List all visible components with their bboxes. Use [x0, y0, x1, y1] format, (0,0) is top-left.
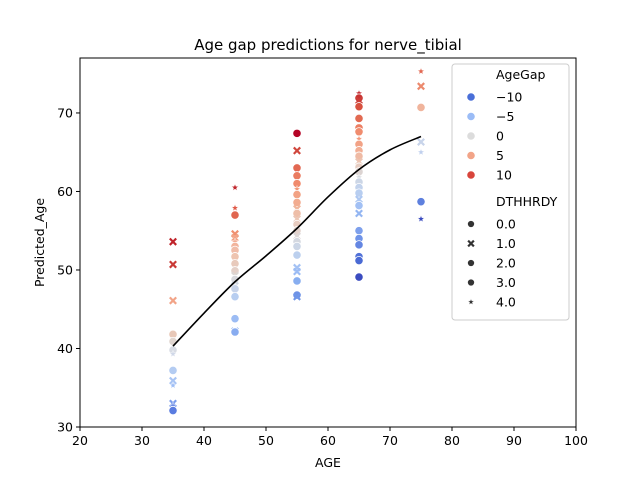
legend-style-marker — [467, 298, 475, 306]
legend-style-items: 0.0 1.0 2.0 3.0 4.0 — [467, 217, 516, 310]
data-point — [169, 349, 177, 358]
x-tick-label: 20 — [72, 433, 88, 448]
data-point — [355, 195, 363, 204]
data-point — [417, 82, 425, 91]
x-axis-ticks: 20 30 40 50 60 70 80 90 100 — [72, 427, 588, 448]
data-point — [354, 240, 364, 250]
y-tick-label: 40 — [57, 341, 73, 356]
x-tick-label: 40 — [196, 433, 212, 448]
data-point — [417, 67, 425, 75]
legend-hue-marker — [466, 92, 476, 102]
y-tick-label: 30 — [57, 420, 73, 435]
legend-style-label: 1.0 — [496, 236, 516, 251]
y-tick-label: 70 — [57, 105, 73, 120]
data-point — [168, 365, 178, 376]
data-point — [293, 292, 301, 301]
legend-style-label: 3.0 — [496, 275, 516, 290]
data-point — [416, 102, 426, 113]
trend-line — [172, 135, 422, 347]
x-tick-label: 100 — [564, 433, 588, 448]
data-point — [168, 336, 178, 347]
data-point — [354, 272, 364, 282]
data-point — [292, 171, 302, 181]
legend-style-marker — [467, 259, 475, 267]
legend-style-label: 4.0 — [496, 295, 516, 310]
x-axis-label: AGE — [315, 455, 341, 470]
legend-hue-title: AgeGap — [496, 67, 546, 82]
data-point — [231, 203, 239, 212]
data-point — [230, 284, 240, 294]
legend-hue-label: 10 — [496, 168, 512, 183]
y-tick-label: 50 — [57, 262, 73, 277]
legend-hue-label: −5 — [496, 109, 514, 124]
data-point — [417, 214, 425, 223]
legend-style-label: 0.0 — [496, 217, 516, 232]
data-point — [292, 276, 302, 286]
legend-hue-items: −10 −5 0 5 10 — [466, 90, 522, 183]
x-tick-label: 60 — [320, 433, 336, 448]
data-point — [292, 250, 302, 260]
data-point — [417, 138, 425, 146]
data-point — [354, 255, 364, 266]
data-point — [293, 267, 301, 276]
data-point — [168, 405, 178, 416]
data-point — [231, 183, 239, 191]
legend-hue-label: 0 — [496, 129, 504, 144]
legend-style-marker — [467, 278, 475, 287]
chart-title: Age gap predictions for nerve_tibial — [194, 36, 462, 55]
data-point — [292, 128, 302, 138]
data-point — [230, 274, 240, 284]
data-point — [354, 188, 364, 198]
legend-hue-marker — [466, 150, 476, 161]
x-tick-label: 90 — [506, 433, 522, 448]
legend-hue-label: 5 — [496, 148, 504, 163]
legend: AgeGap −10 −5 0 5 10 DTHHRDY 0.0 1.0 2.0 3.0 4.0 — [451, 63, 570, 321]
legend-style-title: DTHHRDY — [496, 194, 558, 209]
legend-frame — [451, 63, 570, 321]
legend-style-marker — [467, 239, 475, 248]
data-point — [169, 296, 177, 305]
legend-style-label: 2.0 — [496, 256, 516, 271]
data-point — [292, 197, 302, 208]
data-point — [230, 292, 240, 302]
legend-style-marker — [467, 220, 475, 228]
data-point — [355, 96, 363, 105]
legend-hue-marker — [466, 131, 476, 141]
data-point — [230, 210, 240, 220]
x-tick-label: 70 — [382, 433, 398, 448]
data-point — [416, 197, 426, 207]
data-point — [230, 314, 240, 324]
data-point — [169, 260, 177, 269]
data-point — [354, 201, 364, 211]
data-point — [355, 209, 363, 218]
data-point — [292, 163, 302, 173]
data-point — [292, 190, 302, 200]
data-point — [292, 290, 302, 300]
data-point — [354, 102, 364, 112]
data-point — [169, 237, 177, 246]
data-point — [169, 381, 177, 389]
data-point — [169, 376, 177, 385]
legend-hue-marker — [466, 170, 476, 180]
data-point — [354, 226, 364, 236]
legend-hue-marker — [466, 111, 476, 122]
data-point — [293, 146, 301, 155]
x-tick-label: 80 — [444, 433, 460, 448]
legend-hue-label: −10 — [496, 90, 522, 105]
y-axis-ticks: 30 40 50 60 70 — [57, 105, 80, 435]
data-point — [354, 113, 364, 124]
data-point — [230, 327, 240, 337]
y-tick-label: 60 — [57, 184, 73, 199]
x-tick-label: 30 — [134, 433, 150, 448]
y-axis-label: Predicted_Age — [32, 198, 47, 287]
x-tick-label: 50 — [258, 433, 274, 448]
data-point — [292, 241, 302, 252]
data-points — [168, 67, 426, 416]
data-point — [417, 148, 425, 156]
